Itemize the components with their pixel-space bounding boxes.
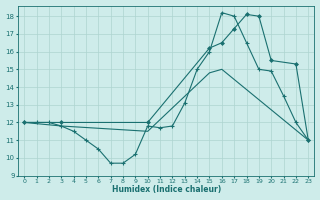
X-axis label: Humidex (Indice chaleur): Humidex (Indice chaleur) xyxy=(112,185,221,194)
